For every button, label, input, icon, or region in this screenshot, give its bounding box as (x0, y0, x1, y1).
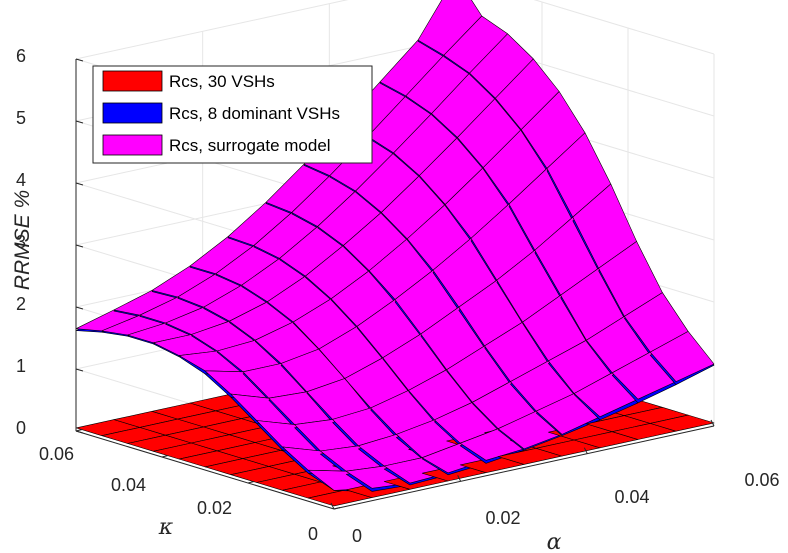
z-tick-mark (75, 182, 84, 186)
z-tick-label: 5 (16, 108, 26, 128)
z-tick-mark (75, 368, 84, 372)
kappa-tick-mark (247, 481, 255, 484)
z-tick-label: 4 (16, 170, 26, 190)
z-tick-mark (75, 244, 84, 248)
z-tick-label: 6 (16, 46, 26, 66)
legend: Rcs, 30 VSHs Rcs, 8 dominant VSHs Rcs, s… (92, 65, 373, 164)
legend-swatch-30-vshs (102, 70, 163, 92)
z-tick-mark (75, 430, 84, 434)
alpha-tick-mark (457, 475, 462, 482)
alpha-tick-mark (583, 447, 588, 454)
alpha-tick-label: 0.04 (614, 487, 649, 507)
z-tick-mark (75, 306, 84, 310)
alpha-tick-mark (710, 419, 715, 427)
z-tick-label: 1 (16, 356, 26, 376)
legend-swatch-8-dominant-vshs (102, 102, 163, 124)
alpha-tick-label: 0.02 (485, 508, 520, 528)
grid-line (533, 0, 715, 55)
kappa-tick-labels: 0.06 0.04 0.02 0 (39, 444, 318, 544)
kappa-tick-label: 0.02 (197, 498, 232, 518)
z-tick-label: 0 (16, 418, 26, 438)
kappa-tick-mark (161, 455, 169, 458)
kappa-tick-label: 0.04 (111, 475, 146, 495)
z-tick-mark (75, 58, 84, 62)
legend-label-8-dominant-vshs: Rcs, 8 dominant VSHs (169, 104, 340, 123)
kappa-axis-line (75, 430, 335, 510)
axis-box (75, 58, 715, 510)
kappa-tick-mark (75, 429, 83, 432)
alpha-tick-labels: 0 0.02 0.04 0.06 (352, 470, 780, 546)
legend-swatch-surrogate-model (102, 134, 163, 156)
surface-plot (75, 0, 715, 507)
surface-patch (649, 331, 715, 382)
alpha-axis-label: α (547, 530, 562, 553)
z-tick-label: 2 (16, 294, 26, 314)
kappa-tick-label: 0 (308, 524, 318, 544)
kappa-axis-label: κ (158, 515, 174, 540)
grid-line (75, 0, 349, 60)
alpha-tick-mark (330, 502, 335, 510)
kappa-tick-label: 0.06 (39, 444, 74, 464)
kappa-tick-mark (333, 507, 341, 510)
legend-label-surrogate-model: Rcs, surrogate model (169, 136, 331, 155)
z-axis-label: RRMSE % (11, 190, 34, 290)
z-tick-labels: 0 1 2 3 4 5 6 (16, 46, 26, 438)
z-tick-label: 3 (16, 232, 26, 252)
alpha-tick-label: 0.06 (744, 470, 779, 490)
alpha-axis-line (333, 425, 715, 510)
alpha-tick-label: 0 (352, 526, 362, 546)
z-tick-mark (75, 120, 84, 124)
legend-label-30-vshs: Rcs, 30 VSHs (169, 72, 275, 91)
surface-patch (649, 414, 715, 432)
